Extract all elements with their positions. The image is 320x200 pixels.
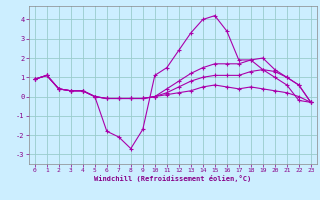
X-axis label: Windchill (Refroidissement éolien,°C): Windchill (Refroidissement éolien,°C) bbox=[94, 175, 252, 182]
